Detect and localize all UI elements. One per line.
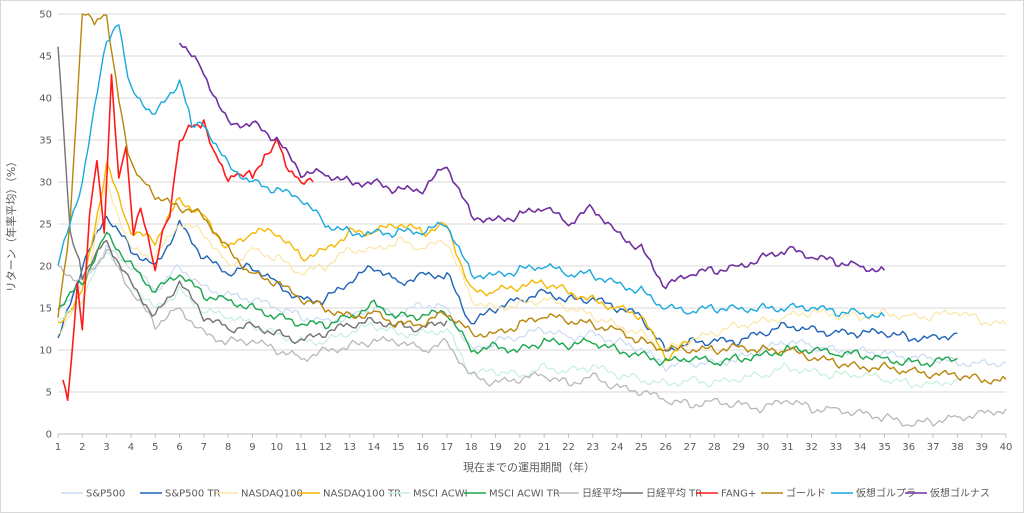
series-line (57, 13, 1007, 385)
y-tick-label: 0 (46, 430, 52, 441)
series-line (58, 244, 1007, 373)
y-tick-label: 15 (39, 304, 52, 315)
y-tick-label: 25 (39, 220, 52, 231)
x-tick-label: 19 (489, 442, 502, 453)
x-tick-label: 38 (951, 442, 964, 453)
x-tick-label: 9 (249, 442, 255, 453)
x-tick-label: 20 (513, 442, 526, 453)
x-tick-label: 2 (79, 442, 85, 453)
x-tick-label: 39 (975, 442, 988, 453)
y-tick-label: 10 (39, 346, 52, 357)
x-tick-label: 33 (829, 442, 842, 453)
x-tick-label: 37 (927, 442, 940, 453)
x-tick-label: 14 (368, 442, 381, 453)
x-tick-label: 29 (732, 442, 745, 453)
x-tick-label: 24 (611, 442, 624, 453)
x-tick-label: 1 (55, 442, 61, 453)
legend-label: 仮想ゴルナス (930, 487, 990, 500)
series-line (57, 178, 1007, 350)
x-tick-label: 15 (392, 442, 405, 453)
legend: S&P500 S&P500 TR NASDAQ100 NASDAQ100 TR MSCI… (61, 487, 990, 500)
legend-label: FANG+ (721, 489, 756, 500)
legend-label: 日経平均 TR (646, 487, 702, 500)
y-tick-label: 40 (39, 94, 52, 105)
legend-label: 仮想ゴルプラ (856, 487, 916, 500)
series-line (57, 215, 958, 352)
legend-label: S&P500 (86, 489, 125, 500)
y-tick-label: 20 (39, 262, 52, 273)
legend-label: MSCI ACWI TR (489, 489, 560, 500)
x-tick-label: 25 (635, 442, 648, 453)
y-tick-labels: 0 5 10 15 20 25 30 35 40 45 50 (39, 10, 52, 441)
x-tick-label: 34 (854, 442, 867, 453)
x-tick-label: 11 (295, 442, 308, 453)
x-tick-label: 27 (684, 442, 697, 453)
y-tick-label: 45 (39, 52, 52, 63)
x-tick-label: 7 (201, 442, 207, 453)
y-tick-label: 30 (39, 178, 52, 189)
legend-label: MSCI ACWI (413, 489, 468, 500)
y-tick-label: 35 (39, 136, 52, 147)
y-tick-label: 50 (39, 10, 52, 21)
x-tick-label: 22 (562, 442, 575, 453)
x-tick-label: 16 (416, 442, 429, 453)
x-tick-label: 35 (878, 442, 891, 453)
x-tick-label: 4 (128, 442, 134, 453)
x-tick-label: 32 (805, 442, 818, 453)
x-tick-label: 26 (659, 442, 672, 453)
legend-label: ゴールド (786, 487, 826, 500)
x-tick-label: 12 (319, 442, 332, 453)
x-tick-label: 31 (781, 442, 794, 453)
legend-label: NASDAQ100 (241, 489, 303, 500)
x-tick-label: 17 (441, 442, 454, 453)
x-tick-label: 5 (152, 442, 158, 453)
x-tick-label: 21 (538, 442, 551, 453)
legend-label: 日経平均 (582, 487, 622, 500)
legend-label: NASDAQ100 TR (323, 489, 401, 500)
series-line (57, 24, 886, 319)
x-tick-label: 40 (1000, 442, 1013, 453)
x-tick-label: 13 (343, 442, 356, 453)
x-tick-labels: 1 2 3 4 5 6 7 8 9 10 11 12 13 14 15 16 17 18 19 20 21 22 23 24 2… (55, 434, 1013, 453)
x-tick-label: 30 (757, 442, 770, 453)
series-line (62, 73, 314, 401)
series-line (57, 248, 1007, 428)
x-tick-label: 10 (270, 442, 283, 453)
x-tick-label: 18 (465, 442, 478, 453)
x-tick-label: 23 (586, 442, 599, 453)
y-tick-label: 5 (46, 388, 52, 399)
x-tick-label: 28 (708, 442, 721, 453)
legend-label: S&P500 TR (165, 489, 221, 500)
x-tick-label: 3 (103, 442, 109, 453)
x-tick-label: 8 (225, 442, 231, 453)
series-line (57, 46, 448, 345)
series-line (57, 231, 958, 368)
x-axis-title: 現在までの運用期間（年） (463, 460, 595, 474)
y-axis-title: リターン（年率平均）（%） (4, 156, 18, 292)
gridlines (58, 13, 1006, 435)
x-tick-label: 6 (176, 442, 182, 453)
series-line (178, 42, 886, 290)
series-lines (57, 13, 1007, 428)
x-tick-label: 36 (902, 442, 915, 453)
series-line (57, 251, 958, 389)
